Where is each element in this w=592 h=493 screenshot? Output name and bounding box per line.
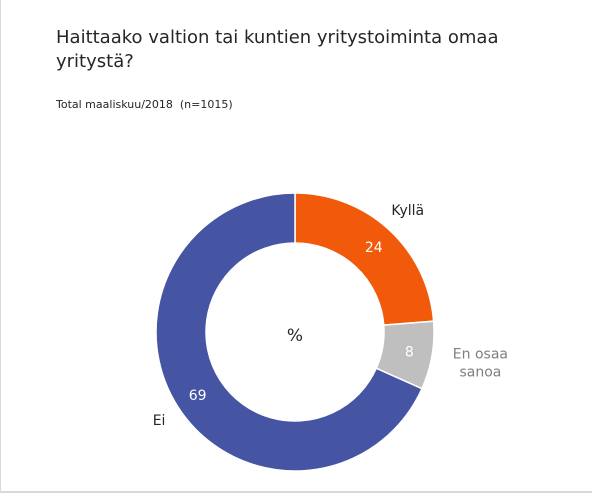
- category-label-3: Ei: [153, 413, 166, 429]
- left-border: [0, 0, 1, 493]
- value-label-2: 8: [405, 345, 414, 361]
- category-label-line: Ei: [153, 413, 166, 429]
- value-labels: 24 8 69: [189, 240, 414, 404]
- chart-subtitle: Total maaliskuu/2018 (n=1015): [56, 98, 233, 111]
- chart-title: Haittaako valtion tai kuntien yritystoim…: [56, 27, 499, 72]
- category-labels: Kyllä En osaa sanoa Ei: [153, 203, 508, 429]
- category-label-line: sanoa: [459, 364, 501, 380]
- bottom-border: [0, 491, 592, 493]
- category-label-line: Kyllä: [391, 203, 424, 219]
- category-label-line: En osaa: [453, 346, 508, 362]
- donut-slices: [155, 192, 435, 472]
- center-label: %: [287, 326, 303, 346]
- value-label-1: 24: [365, 240, 383, 256]
- category-label-2: En osaa sanoa: [453, 346, 508, 380]
- value-label-3: 69: [189, 388, 207, 404]
- donut-slice-1: [294, 192, 435, 326]
- category-label-1: Kyllä: [391, 203, 424, 219]
- donut-slice-3: [155, 192, 423, 472]
